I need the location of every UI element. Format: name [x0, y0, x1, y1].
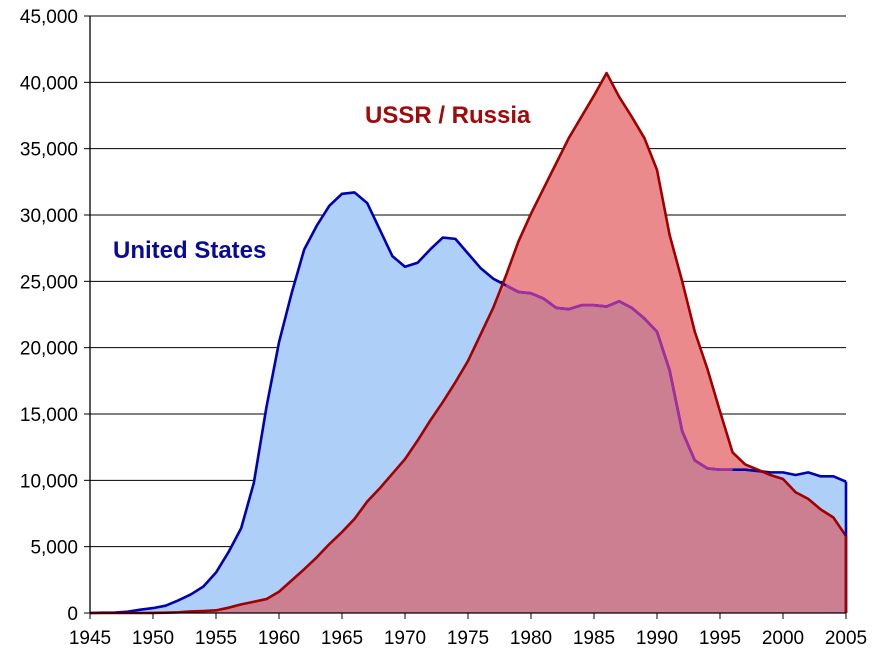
x-tick-label-1: 1950: [132, 628, 174, 649]
x-tick-label-11: 2000: [762, 628, 804, 649]
series-areas: [89, 71, 848, 615]
line-us-overlap: [505, 284, 733, 472]
y-tick-label-2: 10,000: [20, 471, 78, 492]
y-tick-label-3: 15,000: [20, 405, 78, 426]
y-tick-label-0: 0: [67, 604, 78, 625]
x-tick-labels: 1945 1950 1955 1960 1965 1970 1975 1980 1985 1990…: [69, 613, 867, 649]
x-tick-label-10: 1995: [699, 628, 741, 649]
series-label-us: United States: [113, 237, 266, 264]
x-tick-label-6: 1975: [447, 628, 489, 649]
y-tick-labels: 0 5,000 10,000 15,000 20,000 25,000 30,000 35,0…: [20, 7, 90, 625]
y-tick-label-7: 35,000: [20, 140, 78, 161]
series-label-ussr: USSR / Russia: [365, 102, 531, 129]
y-tick-label-8: 40,000: [20, 73, 78, 94]
x-tick-label-3: 1960: [258, 628, 300, 649]
y-tick-label-5: 25,000: [20, 272, 78, 293]
x-tick-label-2: 1955: [195, 628, 237, 649]
area-overlap: [90, 285, 846, 613]
x-tick-label-7: 1980: [510, 628, 552, 649]
x-tick-label-0: 1945: [69, 628, 111, 649]
y-tick-label-1: 5,000: [30, 538, 78, 559]
x-tick-label-9: 1990: [636, 628, 678, 649]
y-tick-label-4: 20,000: [20, 339, 78, 360]
x-tick-label-4: 1965: [321, 628, 363, 649]
line-ussr-russia: [89, 71, 848, 615]
x-tick-label-5: 1970: [384, 628, 426, 649]
y-tick-label-9: 45,000: [20, 7, 78, 28]
y-tick-label-6: 30,000: [20, 206, 78, 227]
x-tick-label-8: 1985: [573, 628, 615, 649]
x-tick-label-12: 2005: [825, 628, 867, 649]
